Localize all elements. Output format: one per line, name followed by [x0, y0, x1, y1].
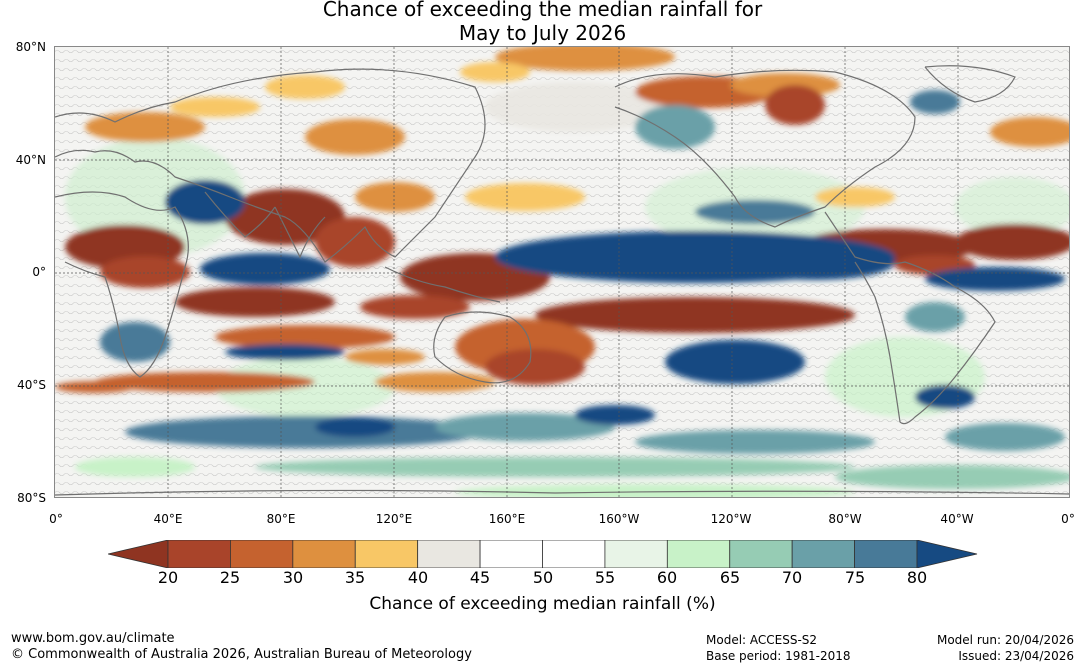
colorbar-tick: 50	[532, 568, 554, 587]
lon-label-40e: 40°E	[153, 512, 183, 526]
lon-label-160e: 160°E	[488, 512, 526, 526]
colorbar-tick: 30	[282, 568, 304, 587]
colorbar-below-arrow	[108, 540, 169, 568]
colorbar-tick: 60	[656, 568, 678, 587]
colorbar-cell	[854, 540, 918, 568]
colorbar-cell	[666, 540, 731, 568]
colorbar-above-arrow	[916, 540, 978, 568]
lat-label-80s: 80°S	[17, 491, 46, 505]
colorbar-cell	[167, 540, 231, 568]
colorbar-cell	[729, 540, 793, 568]
colorbar-cell	[292, 540, 356, 568]
map-title: Chance of exceeding the median rainfall …	[0, 0, 1085, 45]
lon-label-80e: 80°E	[266, 512, 296, 526]
model-run-text: Model run: 20/04/2026	[936, 633, 1074, 647]
colorbar-tick: 20	[157, 568, 179, 587]
lat-label-equator: 0°	[32, 265, 46, 279]
colorbar-cell	[791, 540, 855, 568]
colorbar-tick: 65	[719, 568, 741, 587]
lon-label-120w: 120°W	[710, 512, 752, 526]
model-text: Model: ACCESS-S2	[706, 633, 818, 647]
copyright-text: © Commonwealth of Australia 2026, Austra…	[11, 647, 472, 662]
lat-label-80n: 80°N	[15, 40, 46, 54]
colorbar-cell	[479, 540, 543, 568]
colorbar-tick: 80	[906, 568, 928, 587]
colorbar-tick: 75	[844, 568, 866, 587]
colorbar-cell	[417, 540, 481, 568]
colorbar-cell	[604, 540, 668, 568]
issued-text: Issued: 23/04/2026	[958, 649, 1074, 663]
lat-label-40s: 40°S	[17, 378, 46, 392]
anomaly-fields	[55, 47, 1069, 497]
colorbar-label: Chance of exceeding median rainfall (%)	[369, 594, 716, 614]
lon-label-120e: 120°E	[375, 512, 413, 526]
colorbar-tick: 40	[407, 568, 429, 587]
lon-label-0-east: 0°	[1061, 512, 1075, 526]
title-line-1: Chance of exceeding the median rainfall …	[322, 0, 763, 21]
colorbar-tick: 35	[344, 568, 366, 587]
colorbar-tick: 25	[219, 568, 241, 587]
colorbar-cell	[230, 540, 294, 568]
colorbar-tick: 70	[781, 568, 803, 587]
title-line-2: May to July 2026	[458, 21, 627, 45]
colorbar-cells	[167, 540, 918, 568]
lon-label-160w: 160°W	[598, 512, 640, 526]
rainfall-map	[54, 46, 1070, 498]
lat-label-40n: 40°N	[15, 153, 46, 167]
website-text: www.bom.gov.au/climate	[11, 631, 175, 646]
coastlines	[55, 65, 1069, 496]
map-graphic	[55, 47, 1069, 497]
lon-label-0-west: 0°	[49, 512, 63, 526]
colorbar	[108, 540, 978, 568]
colorbar-cell	[542, 540, 606, 568]
colorbar-tick: 55	[594, 568, 616, 587]
base-period-text: Base period: 1981-2018	[706, 649, 851, 663]
graticule	[55, 47, 1069, 497]
colorbar-cell	[354, 540, 419, 568]
lon-label-80w: 80°W	[828, 512, 862, 526]
lon-label-40w: 40°W	[940, 512, 974, 526]
colorbar-tick: 45	[469, 568, 491, 587]
